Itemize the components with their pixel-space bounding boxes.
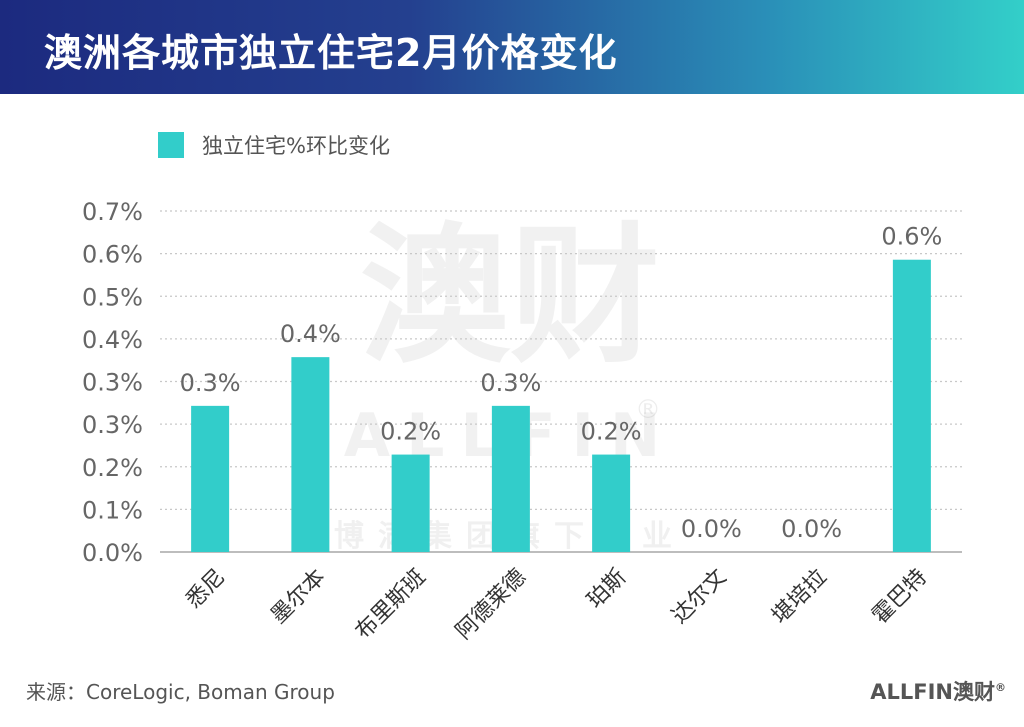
source-note: 来源：CoreLogic, Boman Group [26,680,335,704]
data-label: 0.4% [280,320,341,348]
legend-label: 独立住宅%环比变化 [202,134,390,158]
x-tick-label: 悉尼 [182,565,231,614]
x-tick-label: 达尔文 [667,565,731,629]
x-tick-label: 堪培拉 [768,565,832,629]
data-label: 0.0% [681,515,742,543]
bar [491,405,530,552]
bar [391,454,430,552]
page-title: 澳洲各城市独立住宅2月价格变化 [44,31,618,75]
brand-logo: ALLFIN澳财® [870,676,1006,706]
x-tick-label: 墨尔本 [266,565,330,629]
y-tick-label: 0.2% [82,454,143,482]
brand-text: ALLFIN澳财 [870,680,995,704]
x-tick-label: 霍巴特 [868,565,932,629]
data-label: 0.2% [380,418,441,446]
legend-swatch [158,132,184,158]
bar [592,454,631,552]
y-tick-label: 0.7% [82,198,143,226]
y-tick-label: 0.3% [82,369,143,397]
data-label: 0.2% [581,418,642,446]
y-tick-label: 0.5% [82,283,143,311]
y-tick-label: 0.3% [82,411,143,439]
y-tick-label: 0.0% [82,539,143,567]
y-tick-label: 0.6% [82,241,143,269]
x-tick-label: 布里斯班 [351,565,431,645]
y-tick-label: 0.4% [82,326,143,354]
bar [191,405,230,552]
brand-registered-mark: ® [995,681,1006,694]
header-banner: 澳洲各城市独立住宅2月价格变化 [0,0,1024,94]
data-label: 0.0% [781,515,842,543]
x-tick-label: 珀斯 [583,565,632,614]
data-label: 0.3% [480,369,541,397]
bar [892,259,931,552]
data-label: 0.6% [881,223,942,251]
chart-legend: 独立住宅%环比变化 [158,132,390,158]
x-tick-label: 阿德莱德 [451,565,531,645]
data-label: 0.3% [180,369,241,397]
bar [291,357,330,552]
y-tick-label: 0.1% [82,496,143,524]
